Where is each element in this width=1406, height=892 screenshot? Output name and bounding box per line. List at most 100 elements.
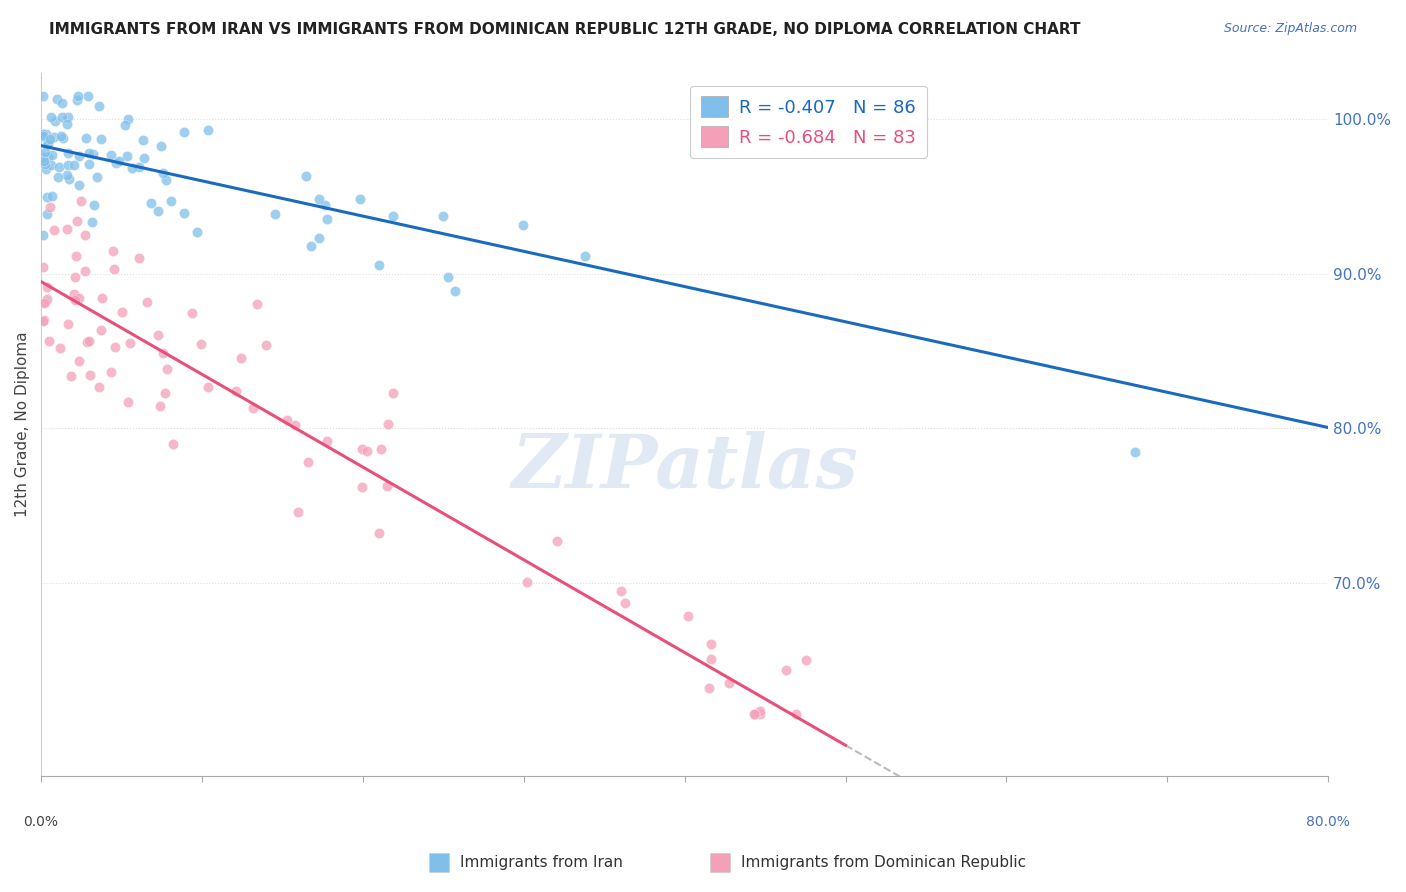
Point — [444, 284, 467, 298]
Point — [149, 400, 172, 414]
Point — [368, 258, 391, 272]
Point — [75, 264, 97, 278]
Point — [152, 345, 174, 359]
Point — [31, 260, 53, 274]
Point — [49, 129, 72, 144]
Point — [66, 89, 89, 103]
Point — [34, 145, 56, 159]
Text: Immigrants from Dominican Republic: Immigrants from Dominican Republic — [741, 855, 1026, 870]
Point — [100, 365, 122, 379]
Point — [135, 294, 157, 309]
Point — [79, 368, 101, 382]
Point — [574, 249, 596, 263]
Point — [56, 145, 79, 160]
Point — [381, 210, 404, 224]
Point — [153, 386, 176, 401]
Point — [284, 418, 307, 433]
Point — [35, 293, 58, 307]
Point — [65, 249, 87, 263]
Point — [35, 161, 58, 176]
Point — [56, 168, 79, 182]
Point — [377, 417, 399, 431]
Point — [350, 480, 373, 494]
Point — [117, 112, 139, 126]
Point — [77, 145, 100, 160]
Point — [314, 198, 336, 212]
Point — [190, 337, 212, 351]
Point — [614, 596, 637, 610]
Point — [131, 133, 153, 147]
Point — [370, 442, 392, 457]
Point — [700, 637, 723, 651]
Point — [48, 161, 70, 175]
Point — [35, 128, 58, 142]
Point — [162, 437, 184, 451]
Point — [32, 153, 55, 168]
Point — [107, 153, 129, 168]
Point — [173, 206, 195, 220]
Point — [610, 583, 633, 598]
Point — [115, 148, 138, 162]
Point — [375, 479, 398, 493]
Point — [356, 443, 378, 458]
Point — [308, 192, 330, 206]
Point — [35, 279, 58, 293]
Point — [700, 652, 723, 666]
Point — [37, 150, 59, 164]
Point — [128, 160, 150, 174]
Point — [516, 574, 538, 589]
Point — [56, 110, 79, 124]
Point — [173, 126, 195, 140]
Y-axis label: 12th Grade, No Diploma: 12th Grade, No Diploma — [15, 332, 30, 517]
Point — [60, 369, 83, 384]
Point — [39, 110, 62, 124]
Text: Immigrants from Iran: Immigrants from Iran — [460, 855, 623, 870]
Point — [287, 505, 309, 519]
Point — [367, 525, 389, 540]
Point — [160, 194, 183, 208]
Point — [437, 269, 460, 284]
Point — [41, 148, 63, 162]
Point — [512, 218, 534, 232]
Point — [32, 313, 55, 327]
Point — [155, 172, 177, 186]
Point — [749, 704, 772, 718]
Point — [676, 609, 699, 624]
Point — [118, 336, 141, 351]
Point — [75, 131, 97, 145]
Point — [67, 291, 90, 305]
Point — [101, 244, 124, 259]
Point — [90, 323, 112, 337]
Point — [117, 394, 139, 409]
Point — [35, 207, 58, 221]
Point — [156, 361, 179, 376]
Point — [146, 328, 169, 343]
Point — [44, 130, 66, 145]
Point — [546, 533, 568, 548]
Point — [37, 136, 59, 151]
Point — [39, 158, 62, 172]
Point — [100, 148, 122, 162]
Text: 0.0%: 0.0% — [24, 814, 59, 829]
Point — [70, 194, 93, 209]
Point — [104, 340, 127, 354]
Point — [63, 158, 86, 172]
Point — [349, 193, 371, 207]
Text: 80.0%: 80.0% — [1306, 814, 1350, 829]
Legend: R = -0.407   N = 86, R = -0.684   N = 83: R = -0.407 N = 86, R = -0.684 N = 83 — [690, 86, 927, 158]
Point — [42, 223, 65, 237]
Point — [91, 291, 114, 305]
Point — [350, 442, 373, 456]
Point — [263, 207, 285, 221]
Point — [63, 270, 86, 285]
Point — [785, 707, 807, 722]
Point — [197, 379, 219, 393]
Point — [245, 297, 267, 311]
Point — [46, 92, 69, 106]
Point — [90, 132, 112, 146]
Point — [152, 166, 174, 180]
Point — [38, 132, 60, 146]
Point — [77, 157, 100, 171]
Point — [128, 251, 150, 265]
Point — [231, 351, 253, 365]
